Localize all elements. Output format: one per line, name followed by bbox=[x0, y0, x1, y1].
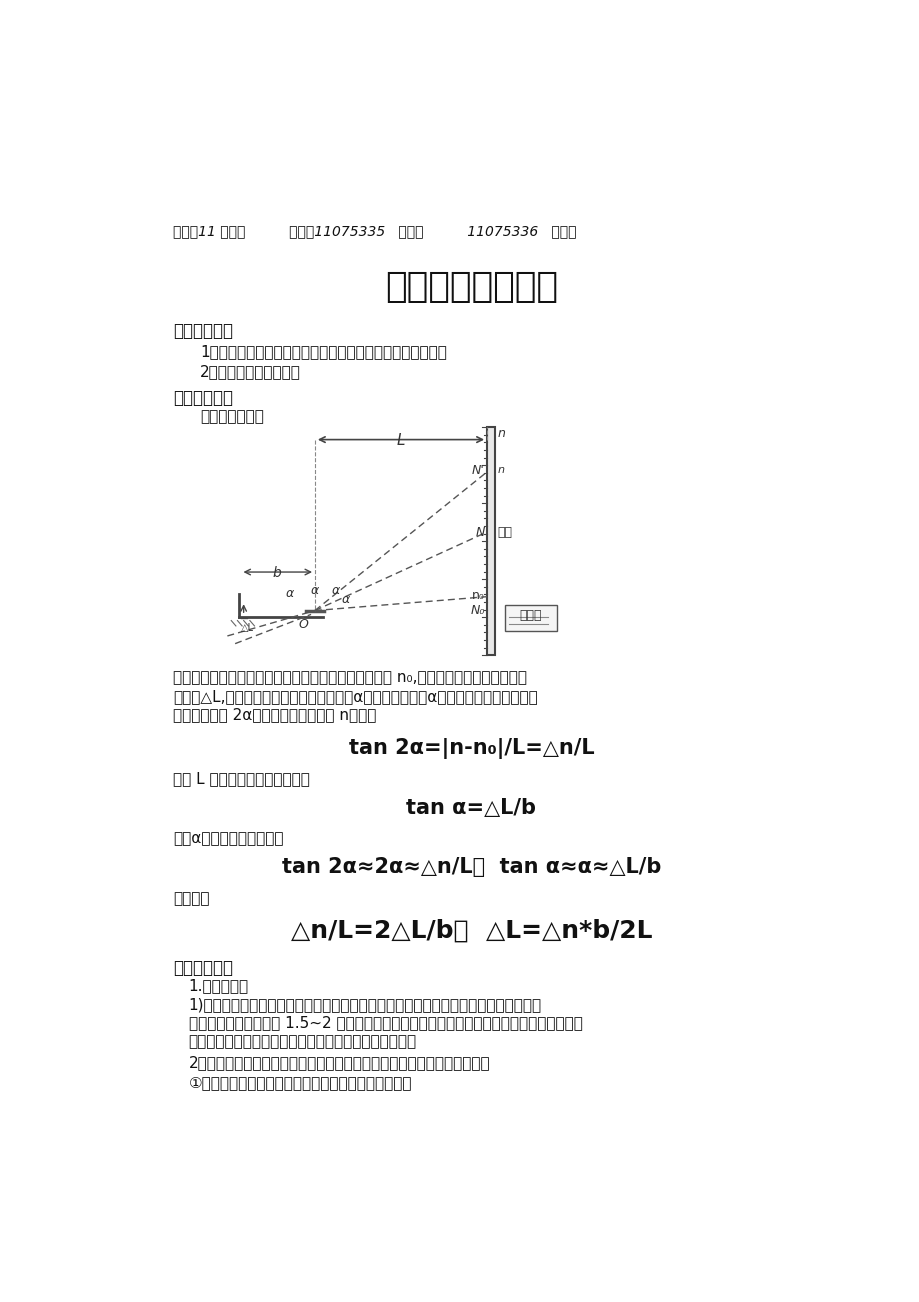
Text: n: n bbox=[497, 465, 505, 475]
Text: 脚下降△L,即玻璃片厚度，这时平面镜转过α角，法线也转过α角。根据光的反射定律，: 脚下降△L,即玻璃片厚度，这时平面镜转过α角，法线也转过α角。根据光的反射定律， bbox=[173, 689, 538, 704]
Text: O: O bbox=[298, 618, 308, 631]
Text: 2）测量玻璃片的厚度。: 2）测量玻璃片的厚度。 bbox=[200, 365, 301, 379]
Text: △L: △L bbox=[240, 624, 254, 633]
Text: α: α bbox=[285, 587, 293, 600]
Text: 一．实验目的: 一．实验目的 bbox=[173, 322, 233, 340]
Text: L: L bbox=[396, 434, 404, 448]
Text: 班级：11 级光信          姓名：11075335   倪凯嘉          11075336   刘静宇: 班级：11 级光信 姓名：11075335 倪凯嘉 11075336 刘静宇 bbox=[173, 224, 576, 238]
Text: 在光杆杆后方垫上玻璃片，从望远镜中读取标尺读数为 n₀,然后取下玻璃片，光杆杆后: 在光杆杆后方垫上玻璃片，从望远镜中读取标尺读数为 n₀,然后取下玻璃片，光杆杆后 bbox=[173, 671, 527, 686]
Text: 三．实验过程: 三．实验过程 bbox=[173, 958, 233, 976]
Text: 在离光杠杆镜面前方约 1.5~2 米处。调节望远镜上、下位置使它和光杠杆处于同一高度；调: 在离光杠杆镜面前方约 1.5~2 米处。调节望远镜上、下位置使它和光杠杆处于同一… bbox=[188, 1016, 582, 1031]
Text: 二．实验原理: 二．实验原理 bbox=[173, 389, 233, 406]
Text: 2）调节望远镜以使能看清标尺像的读数。具体包括以下三个环节的调节；: 2）调节望远镜以使能看清标尺像的读数。具体包括以下三个环节的调节； bbox=[188, 1056, 490, 1070]
Text: △n/L=2△L/b，  △L=△n*b/2L: △n/L=2△L/b， △L=△n*b/2L bbox=[290, 918, 652, 943]
Text: 由此可得: 由此可得 bbox=[173, 892, 210, 906]
Text: 因为α角很小，所以近似有: 因为α角很小，所以近似有 bbox=[173, 831, 283, 846]
Text: α: α bbox=[332, 583, 340, 596]
Text: 标尺: 标尺 bbox=[497, 526, 512, 539]
Text: n: n bbox=[497, 427, 505, 440]
Text: N': N' bbox=[471, 464, 484, 477]
Bar bbox=[486, 427, 494, 655]
Text: n₀: n₀ bbox=[471, 590, 484, 603]
Text: 1）学习光杠杆镜尺法测量微小长度变化的原理和调节方法。: 1）学习光杠杆镜尺法测量微小长度变化的原理和调节方法。 bbox=[200, 344, 447, 359]
Text: tan α=△L/b: tan α=△L/b bbox=[406, 798, 536, 819]
FancyBboxPatch shape bbox=[505, 605, 556, 631]
Text: tan 2α≈2α≈△n/L，  tan α≈α≈△L/b: tan 2α≈2α≈△n/L， tan α≈α≈△L/b bbox=[281, 857, 661, 878]
Text: 式中 L 为平面镜到标尺的距离。: 式中 L 为平面镜到标尺的距离。 bbox=[173, 771, 310, 785]
Text: tan 2α=|n-n₀|/L=△n/L: tan 2α=|n-n₀|/L=△n/L bbox=[348, 738, 594, 759]
Text: N: N bbox=[475, 526, 484, 539]
Text: b: b bbox=[272, 566, 281, 579]
Text: 反射线将转过 2α角，此时标尺刻度为 n，则有: 反射线将转过 2α角，此时标尺刻度为 n，则有 bbox=[173, 707, 376, 723]
Text: α: α bbox=[342, 592, 350, 605]
Text: 节望远镜水平舶钉，使望远镜大致水平，标尺大致铅直。: 节望远镜水平舶钉，使望远镜大致水平，标尺大致铅直。 bbox=[188, 1034, 416, 1049]
Text: ①调节目镜，看清十字叉丝。可通过旋转目镜来实现。: ①调节目镜，看清十字叉丝。可通过旋转目镜来实现。 bbox=[188, 1075, 412, 1091]
Text: 1.仪器的调整: 1.仪器的调整 bbox=[188, 979, 248, 993]
Text: α: α bbox=[311, 583, 319, 596]
Text: 光杠杆原理图：: 光杠杆原理图： bbox=[200, 409, 264, 423]
Text: 望远镜: 望远镜 bbox=[519, 608, 541, 621]
Text: 玻璃片厚度的测量: 玻璃片厚度的测量 bbox=[384, 271, 558, 305]
Text: 1)将光杠杆放在平台上，在光杠杆后脚垫上薄玻璃片，使镜面大致铅直。尺度望远镜放: 1)将光杠杆放在平台上，在光杠杆后脚垫上薄玻璃片，使镜面大致铅直。尺度望远镜放 bbox=[188, 997, 541, 1012]
Text: N₀: N₀ bbox=[470, 604, 484, 617]
